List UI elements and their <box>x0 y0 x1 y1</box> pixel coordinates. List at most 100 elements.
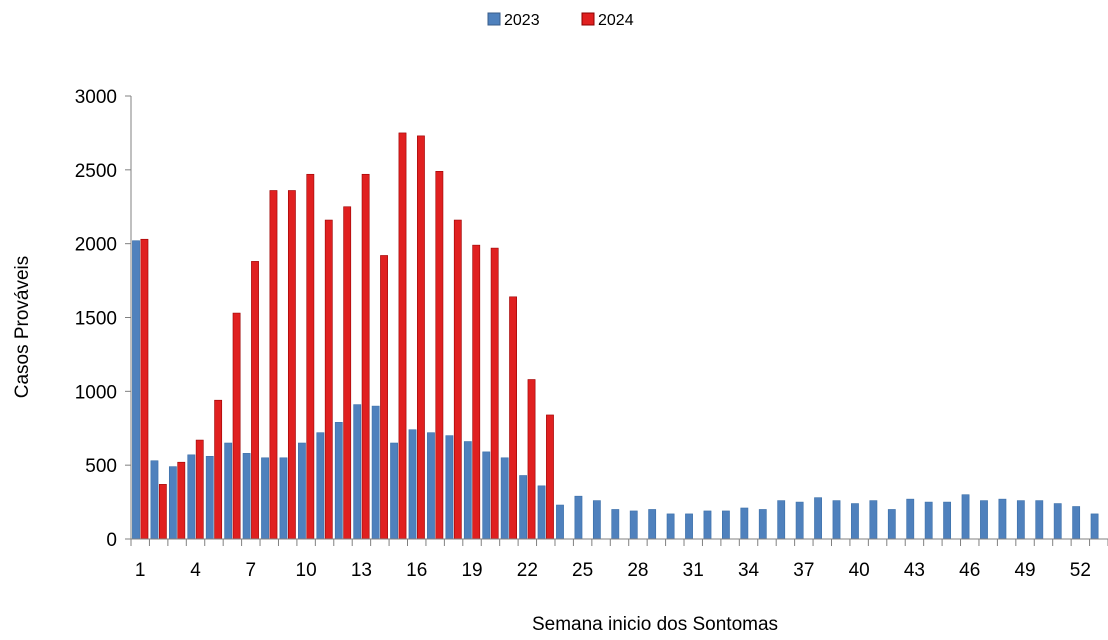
bar-2023-week-16 <box>408 429 417 540</box>
bar-2023-week-10 <box>298 442 306 540</box>
bar-2024-week-14 <box>380 255 388 540</box>
x-tick-label: 13 <box>351 560 372 581</box>
x-tick-label: 19 <box>461 560 482 581</box>
bar-2023-week-53 <box>1090 513 1099 540</box>
bar-2023-week-46 <box>961 494 970 540</box>
bar-2023-week-20 <box>482 451 491 540</box>
x-tick-label: 10 <box>296 560 317 581</box>
bar-2023-week-17 <box>427 432 435 540</box>
bar-2023-week-22 <box>519 475 528 540</box>
bar-2023-week-44 <box>924 501 933 540</box>
bar-2023-week-28 <box>629 510 638 540</box>
bar-2023-week-40 <box>851 503 859 540</box>
y-axis-title: Casos Prováveis <box>12 256 33 399</box>
legend-swatch-2024 <box>581 12 595 26</box>
bar-2024-week-19 <box>472 244 481 540</box>
x-tick-label: 7 <box>246 560 257 581</box>
bar-2024-week-7 <box>251 261 259 540</box>
bar-2024-week-17 <box>435 171 444 540</box>
bar-2023-week-19 <box>463 441 472 540</box>
bar-2023-week-30 <box>666 513 675 540</box>
bar-2024-week-3 <box>177 461 186 540</box>
bar-2023-week-51 <box>1053 503 1062 540</box>
bar-2023-week-34 <box>740 507 749 540</box>
bar-2023-week-31 <box>685 513 693 540</box>
bar-2023-week-33 <box>722 510 730 540</box>
bar-2023-week-8 <box>261 457 269 540</box>
x-tick-label: 16 <box>406 560 427 581</box>
bar-2023-week-15 <box>390 442 398 540</box>
bar-2023-week-41 <box>869 500 878 540</box>
bar-2023-week-32 <box>703 510 712 540</box>
bar-2024-week-4 <box>195 439 204 540</box>
bar-2023-week-49 <box>1016 500 1025 540</box>
bar-2023-week-29 <box>648 509 657 540</box>
bar-2023-week-43 <box>906 498 915 540</box>
bar-2023-week-52 <box>1072 506 1081 540</box>
bar-2023-week-23 <box>537 485 546 540</box>
bar-2023-week-9 <box>279 457 288 540</box>
bar-2023-week-39 <box>832 500 841 540</box>
bar-2023-week-18 <box>445 435 454 540</box>
bar-2024-week-20 <box>490 247 499 540</box>
x-tick-label: 28 <box>627 560 648 581</box>
legend-label-2024: 2024 <box>598 12 634 29</box>
bar-2024-week-2 <box>158 484 167 540</box>
bar-2023-week-26 <box>592 500 601 540</box>
bar-2024-week-16 <box>417 135 425 540</box>
bar-2023-week-27 <box>611 509 620 540</box>
x-tick-label: 4 <box>190 560 201 581</box>
bar-2024-week-23 <box>546 414 554 540</box>
bar-2023-week-14 <box>371 405 380 540</box>
y-tick-label: 500 <box>85 456 117 477</box>
y-tick-label: 1500 <box>75 309 117 330</box>
bar-2024-week-21 <box>509 296 517 540</box>
bar-2023-week-36 <box>777 500 786 540</box>
bar-2023-week-24 <box>556 504 564 540</box>
bar-2024-week-22 <box>527 379 536 540</box>
bar-2023-week-45 <box>943 501 952 540</box>
bar-2023-week-1 <box>132 240 140 540</box>
bar-2023-week-6 <box>224 442 233 540</box>
x-tick-label: 40 <box>849 560 870 581</box>
bar-2023-week-11 <box>316 432 325 540</box>
x-tick-label: 43 <box>904 560 925 581</box>
bar-2023-week-42 <box>887 509 896 540</box>
y-tick-label: 1000 <box>75 382 117 403</box>
bar-2023-week-2 <box>150 460 159 540</box>
y-tick-label: 2000 <box>75 235 117 256</box>
bar-2023-week-3 <box>168 466 177 540</box>
x-tick-label: 22 <box>517 560 538 581</box>
x-tick-label: 1 <box>135 560 146 581</box>
y-tick-label: 0 <box>106 530 117 551</box>
bar-2024-week-12 <box>343 206 352 540</box>
x-tick-label: 46 <box>959 560 980 581</box>
bar-2023-week-21 <box>500 457 509 540</box>
bar-2024-week-8 <box>269 190 278 540</box>
x-tick-label: 37 <box>793 560 814 581</box>
bar-2024-week-15 <box>398 132 407 540</box>
x-tick-label: 31 <box>683 560 704 581</box>
x-tick-label: 34 <box>738 560 760 581</box>
x-axis-title: Semana inicio dos Sontomas <box>532 614 778 635</box>
bar-2024-week-13 <box>361 173 370 540</box>
bar-2023-week-48 <box>998 498 1007 540</box>
bar-2023-week-7 <box>242 453 251 540</box>
bar-2023-week-12 <box>334 422 343 540</box>
x-tick-label: 49 <box>1014 560 1035 581</box>
bar-2024-week-9 <box>287 190 296 540</box>
bar-2023-week-50 <box>1035 500 1044 540</box>
bar-2023-week-25 <box>574 495 583 540</box>
bar-2023-week-4 <box>187 454 196 540</box>
bar-2023-week-47 <box>980 500 988 540</box>
bar-2023-week-13 <box>353 404 362 540</box>
bar-2024-week-1 <box>140 238 149 540</box>
bar-2024-week-6 <box>232 312 241 540</box>
y-tick-label: 2500 <box>75 161 117 182</box>
y-tick-label: 3000 <box>75 87 117 108</box>
bar-2023-week-5 <box>205 456 214 540</box>
bar-2024-week-18 <box>453 219 462 540</box>
bar-2024-week-10 <box>306 173 315 540</box>
legend-label-2023: 2023 <box>504 12 540 29</box>
x-axis-ticks: 1 4 7 10 13 16 19 22 25 28 31 34 37 40 43 46 49 52 <box>130 539 1108 581</box>
